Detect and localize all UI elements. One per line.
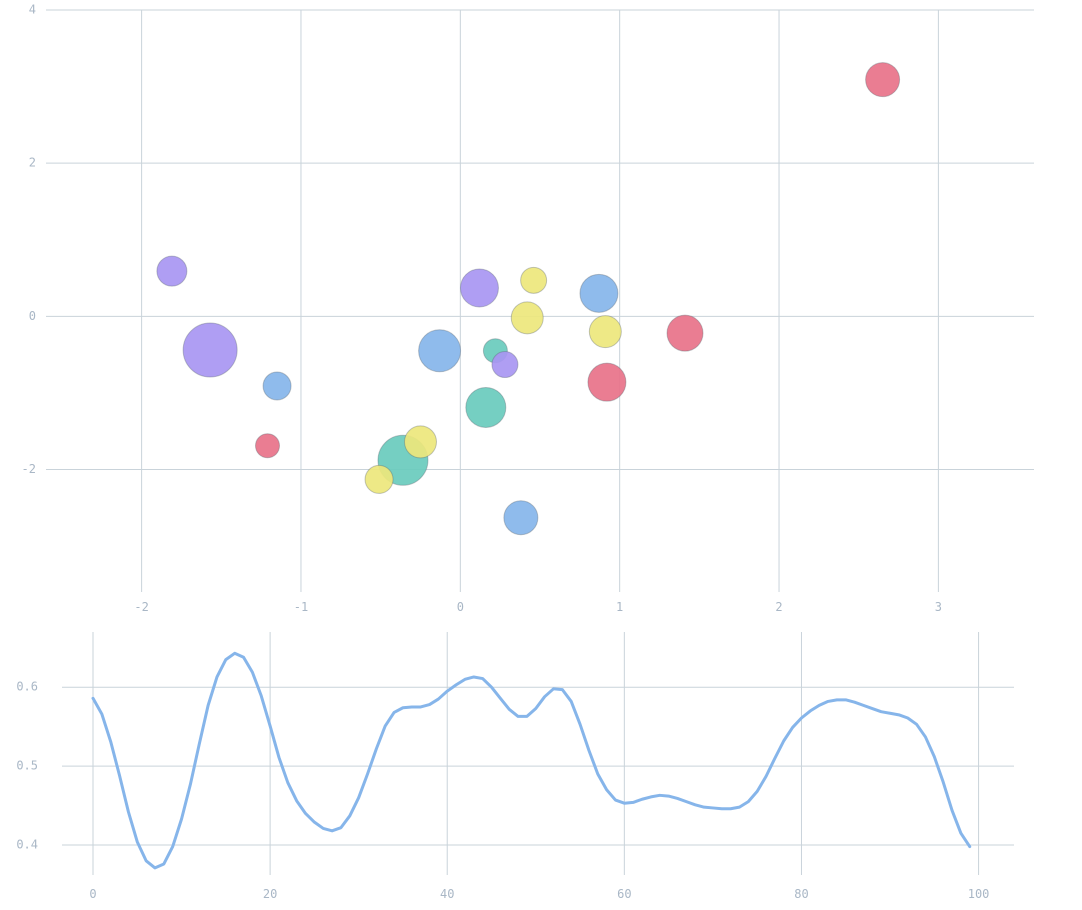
line-x-tick-2: 40 [440,887,454,901]
scatter-point-1 [156,255,188,287]
scatter-point-19 [666,314,704,352]
line-gridlines [62,632,1014,875]
scatter-point-6 [364,464,394,494]
scatter-point-12 [491,351,519,379]
scatter-point-2 [182,322,238,378]
scatter-y-tick-2: 2 [29,156,36,170]
scatter-chart: -2 -1 0 1 2 3 -2 0 2 4 [22,3,1034,614]
line-y-tick-1: 0.5 [16,759,38,773]
scatter-point-7 [403,425,437,459]
line-series [91,651,972,870]
scatter-x-tick-4: 2 [775,600,782,614]
scatter-points [156,62,901,536]
line-x-tick-labels: 0 20 40 60 80 100 [89,887,989,901]
scatter-x-tick-2: 0 [457,600,464,614]
scatter-point-15 [520,266,548,294]
scatter-point-14 [510,301,544,335]
scatter-y-tick-1: 0 [29,309,36,323]
scatter-y-tick-3: 4 [29,3,36,17]
scatter-y-tick-0: -2 [22,462,36,476]
scatter-point-11 [465,386,507,428]
line-y-tick-2: 0.6 [16,680,38,694]
scatter-point-8 [418,329,462,373]
line-x-tick-3: 60 [617,887,631,901]
line-x-tick-5: 100 [968,887,990,901]
line-series-path [91,651,972,870]
scatter-point-16 [579,273,619,313]
scatter-x-tick-1: -1 [294,600,308,614]
scatter-x-tick-3: 1 [616,600,623,614]
scatter-y-tick-labels: -2 0 2 4 [22,3,36,476]
scatter-point-9 [459,268,499,308]
line-x-tick-0: 0 [89,887,96,901]
scatter-point-17 [588,315,622,349]
line-x-tick-1: 20 [263,887,277,901]
scatter-point-3 [262,371,292,401]
line-x-tick-4: 80 [794,887,808,901]
line-chart: 0 20 40 60 80 100 0.4 0.5 0.6 [16,632,1014,901]
scatter-point-0 [865,62,901,98]
line-y-tick-labels: 0.4 0.5 0.6 [16,680,38,852]
scatter-point-4 [255,433,281,459]
scatter-x-tick-labels: -2 -1 0 1 2 3 [134,600,942,614]
scatter-x-tick-5: 3 [935,600,942,614]
scatter-x-tick-0: -2 [134,600,148,614]
scatter-gridlines [46,9,1034,592]
scatter-point-13 [503,500,539,536]
line-y-tick-0: 0.4 [16,838,38,852]
scatter-point-18 [587,362,627,402]
